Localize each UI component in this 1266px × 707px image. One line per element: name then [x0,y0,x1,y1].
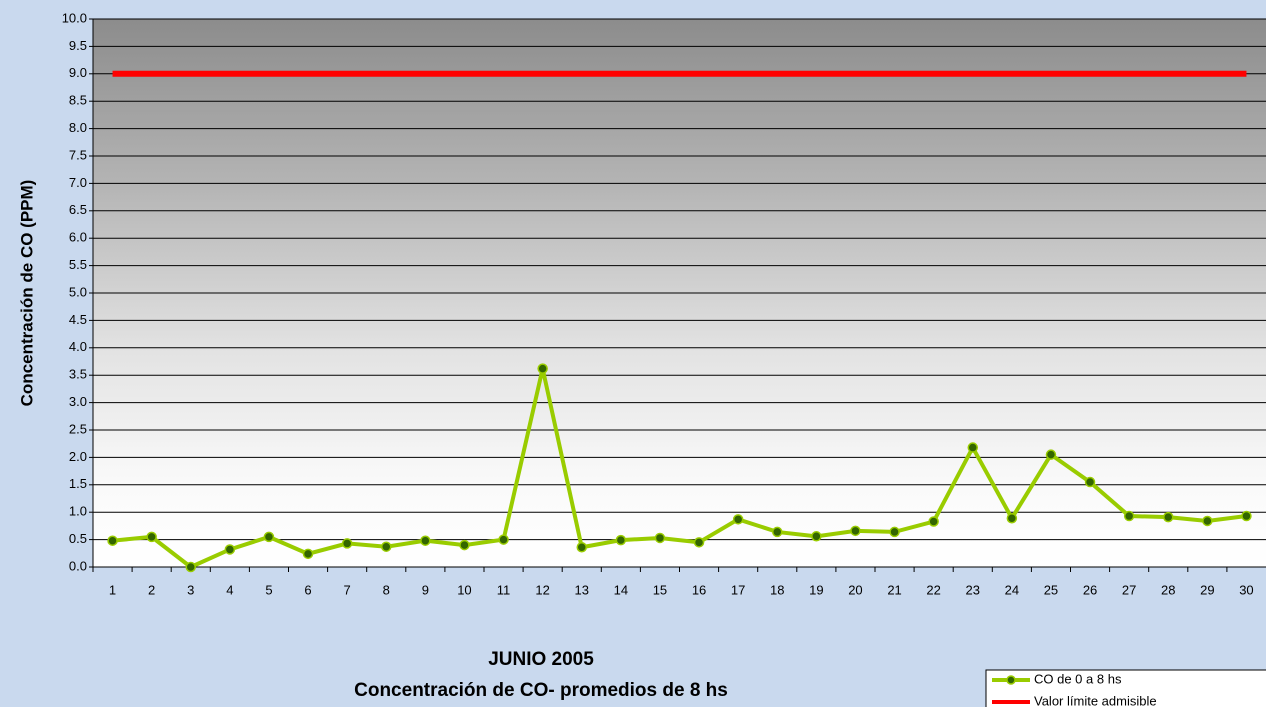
x-tick-label: 30 [1239,582,1253,597]
y-tick-label: 4.5 [69,312,87,327]
y-tick-label: 6.0 [69,230,87,245]
point [108,536,117,545]
y-tick-label: 2.5 [69,421,87,436]
y-tick-label: 8.0 [69,120,87,135]
point [538,364,547,373]
x-tick-label: 5 [265,582,272,597]
y-tick-label: 3.5 [69,367,87,382]
point [421,536,430,545]
y-tick-label: 0.0 [69,558,87,573]
x-tick-label: 11 [497,582,511,597]
point [225,545,234,554]
x-tick-label: 7 [344,582,351,597]
y-tick-label: 5.0 [69,284,87,299]
y-tick-label: 8.5 [69,93,87,108]
y-tick-label: 1.0 [69,504,87,519]
y-tick-label: 10.0 [62,10,87,25]
point [655,533,664,542]
x-tick-label: 13 [575,582,589,597]
x-axis-label: JUNIO 2005 [488,649,594,670]
point [773,527,782,536]
x-tick-label: 9 [422,582,429,597]
x-tick-label: 6 [304,582,311,597]
legend-marker [1007,676,1015,684]
point [1086,478,1095,487]
legend-label: Valor límite admisible [1034,693,1157,707]
x-tick-label: 19 [809,582,823,597]
x-tick-label: 12 [535,582,549,597]
x-tick-label: 27 [1122,582,1136,597]
y-tick-label: 9.5 [69,38,87,53]
x-tick-label: 14 [614,582,628,597]
x-tick-label: 17 [731,582,745,597]
y-tick-label: 5.5 [69,257,87,272]
x-tick-label: 26 [1083,582,1097,597]
point [186,563,195,572]
point [616,536,625,545]
point [1046,450,1055,459]
x-tick-label: 20 [848,582,862,597]
y-tick-label: 3.0 [69,394,87,409]
point [1007,514,1016,523]
y-tick-label: 7.0 [69,175,87,190]
legend-label: CO de 0 a 8 hs [1034,671,1122,686]
point [890,527,899,536]
x-tick-label: 24 [1005,582,1019,597]
point [304,549,313,558]
point [264,532,273,541]
x-tick-label: 3 [187,582,194,597]
x-tick-label: 22 [926,582,940,597]
point [851,526,860,535]
point [1164,513,1173,522]
y-tick-label: 0.5 [69,531,87,546]
y-axis-label: Concentración de CO (PPM) [17,180,36,407]
point [382,542,391,551]
point [812,532,821,541]
point [734,515,743,524]
x-tick-label: 2 [148,582,155,597]
x-tick-label: 4 [226,582,233,597]
point [695,538,704,547]
x-tick-label: 16 [692,582,706,597]
y-tick-label: 2.0 [69,449,87,464]
x-tick-label: 10 [457,582,471,597]
x-tick-label: 29 [1200,582,1214,597]
y-tick-label: 6.5 [69,202,87,217]
page: {"chart_data": {"type": "line", "title":… [0,0,1266,707]
x-tick-label: 1 [109,582,116,597]
y-tick-label: 9.0 [69,65,87,80]
x-tick-label: 18 [770,582,784,597]
point [460,541,469,550]
point [499,535,508,544]
y-tick-label: 1.5 [69,476,87,491]
point [1242,512,1251,521]
point [343,539,352,548]
point [929,517,938,526]
point [968,443,977,452]
point [1125,512,1134,521]
point [577,543,586,552]
x-tick-label: 15 [653,582,667,597]
y-tick-label: 4.0 [69,339,87,354]
point [147,532,156,541]
x-tick-label: 8 [383,582,390,597]
chart: Concentración de CO (PPM) JUNIO 2005 Con… [0,0,1266,707]
y-tick-label: 7.5 [69,147,87,162]
x-tick-label: 25 [1044,582,1058,597]
point [1203,516,1212,525]
x-tick-label: 21 [887,582,901,597]
chart-title: Concentración de CO- promedios de 8 hs [354,680,728,701]
x-tick-label: 28 [1161,582,1175,597]
x-tick-label: 23 [966,582,980,597]
